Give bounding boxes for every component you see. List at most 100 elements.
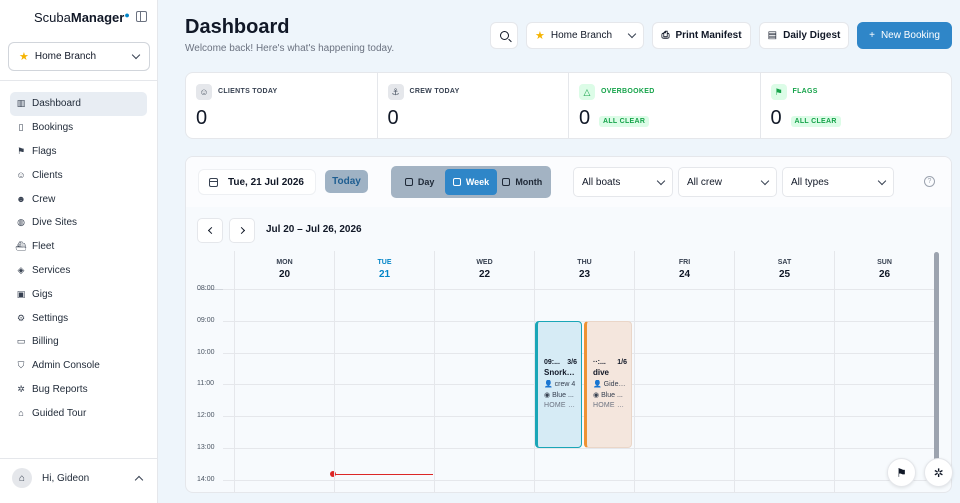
chevron-left-icon bbox=[207, 226, 215, 235]
chevron-down-icon bbox=[760, 176, 770, 185]
brand-logo[interactable]: ScubaManager● bbox=[34, 10, 130, 25]
sidebar-item-label: Clients bbox=[32, 169, 63, 181]
sidebar-collapse-icon[interactable] bbox=[136, 11, 147, 22]
view-day-button[interactable]: Day bbox=[394, 169, 445, 195]
sidebar-item-billing[interactable]: ▭ Billing bbox=[10, 330, 147, 354]
credit-card-icon: ▭ bbox=[16, 336, 26, 347]
divider bbox=[0, 458, 157, 459]
view-week-button[interactable]: Week bbox=[445, 169, 497, 195]
sidebar-item-fleet[interactable]: ⛴ Fleet bbox=[10, 235, 147, 259]
day-number: 24 bbox=[678, 269, 691, 280]
search-icon bbox=[499, 31, 509, 40]
day-header[interactable]: THU 23 bbox=[534, 251, 634, 289]
sidebar-item-label: Dive Sites bbox=[32, 217, 78, 229]
chart-icon: ▥ bbox=[16, 98, 26, 109]
hour-label: 13:00 bbox=[197, 444, 215, 451]
day-column[interactable] bbox=[634, 289, 734, 492]
week-range-label: Jul 20 – Jul 26, 2026 bbox=[266, 224, 362, 235]
sidebar-item-services[interactable]: ◈ Services bbox=[10, 259, 147, 283]
view-month-button[interactable]: Month bbox=[497, 169, 548, 195]
sidebar-item-bookings[interactable]: ▯ Bookings bbox=[10, 116, 147, 140]
bug-icon: ✲ bbox=[933, 465, 944, 480]
sidebar: ScubaManager● ★ Home Branch ▥ Dashboard ▯ B… bbox=[0, 0, 158, 503]
calendar-scrollbar[interactable] bbox=[934, 252, 939, 484]
event-branch: HOME B... bbox=[593, 402, 627, 409]
new-booking-button[interactable]: + New Booking bbox=[857, 22, 952, 49]
hour-line bbox=[223, 289, 937, 290]
stat-card-overbooked: △ OVERBOOKED 0 ALL CLEAR bbox=[569, 73, 761, 138]
header-branch-select[interactable]: ★ Home Branch bbox=[526, 22, 644, 49]
day-column[interactable] bbox=[534, 289, 634, 492]
prev-week-button[interactable] bbox=[197, 218, 223, 243]
flag-button[interactable]: ⚑ bbox=[887, 458, 916, 487]
help-icon[interactable]: ? bbox=[924, 176, 935, 187]
day-name: SAT bbox=[777, 259, 792, 266]
sidebar-item-bug-reports[interactable]: ✲ Bug Reports bbox=[10, 378, 147, 402]
hour-label: 12:00 bbox=[197, 412, 215, 420]
date-picker[interactable]: Tue, 21 Jul 2026 bbox=[198, 169, 316, 195]
sidebar-item-crew[interactable]: ☻ Crew bbox=[10, 187, 147, 211]
day-column[interactable] bbox=[834, 289, 934, 492]
day-number: 26 bbox=[878, 269, 891, 280]
daily-digest-button[interactable]: ▤ Daily Digest bbox=[759, 22, 849, 49]
hour-label: 11:00 bbox=[197, 380, 214, 388]
sidebar-item-label: Bug Reports bbox=[32, 383, 88, 395]
current-time-dot bbox=[330, 471, 336, 477]
search-button[interactable] bbox=[490, 22, 518, 49]
day-column[interactable] bbox=[434, 289, 534, 492]
event-capacity: 3/6 bbox=[567, 359, 577, 366]
sidebar-item-dive-sites[interactable]: ◍ Dive Sites bbox=[10, 211, 147, 235]
event-site: ◉ Blue ... bbox=[544, 392, 574, 399]
calendar-event[interactable]: 09:... 3/6 Snorke... 👤 crew 4 ◉ Blue ... HOME… bbox=[535, 321, 582, 448]
boats-filter[interactable]: All boats bbox=[573, 167, 673, 197]
event-header: ··:... 1/6 bbox=[593, 359, 627, 366]
calendar-panel: Tue, 21 Jul 2026 Today Day Week Month All … bbox=[185, 156, 952, 493]
sidebar-item-flags[interactable]: ⚑ Flags bbox=[10, 140, 147, 164]
event-title: Snorke... bbox=[544, 368, 577, 377]
user-icon: 👤 bbox=[544, 381, 555, 388]
calendar-event[interactable]: ··:... 1/6 dive 👤 Gideo... ◉ Blue ... HOME B.… bbox=[584, 321, 632, 448]
sidebar-item-clients[interactable]: ☺ Clients bbox=[10, 163, 147, 187]
calendar-icon bbox=[404, 178, 413, 186]
user-menu[interactable]: ⌂ Hi, Gideon bbox=[12, 468, 89, 488]
day-number: 23 bbox=[578, 269, 591, 280]
day-header[interactable]: MON 20 bbox=[234, 251, 334, 289]
star-icon: ★ bbox=[19, 51, 29, 63]
day-column[interactable] bbox=[334, 289, 434, 492]
sidebar-item-settings[interactable]: ⚙ Settings bbox=[10, 306, 147, 330]
today-button[interactable]: Today bbox=[325, 170, 368, 193]
warning-icon: △ bbox=[579, 84, 595, 100]
bug-icon: ✲ bbox=[17, 383, 25, 394]
day-column[interactable] bbox=[234, 289, 334, 492]
package-icon: ◈ bbox=[17, 264, 25, 275]
day-header[interactable]: SUN 26 bbox=[834, 251, 934, 289]
print-manifest-button[interactable]: ⎙ Print Manifest bbox=[652, 22, 751, 49]
bug-report-button[interactable]: ✲ bbox=[924, 458, 953, 487]
sidebar-branch-select[interactable]: ★ Home Branch bbox=[8, 42, 150, 71]
flag-icon: ⚑ bbox=[896, 465, 907, 480]
event-time: ··:... bbox=[593, 359, 606, 366]
calendar-icon bbox=[209, 177, 218, 187]
view-switcher: Day Week Month bbox=[391, 166, 551, 198]
day-column[interactable] bbox=[734, 289, 834, 492]
day-header[interactable]: FRI 24 bbox=[634, 251, 734, 289]
sidebar-branch-label: Home Branch bbox=[34, 51, 97, 62]
sidebar-item-guided-tour[interactable]: ⌂ Guided Tour bbox=[10, 401, 147, 425]
event-header: 09:... 3/6 bbox=[544, 359, 577, 366]
day-header[interactable]: WED 22 bbox=[434, 251, 534, 289]
day-header[interactable]: TUE 21 bbox=[334, 251, 434, 289]
next-week-button[interactable] bbox=[229, 218, 255, 243]
sidebar-item-label: Admin Console bbox=[32, 360, 100, 372]
sidebar-item-admin-console[interactable]: ⛉ Admin Console bbox=[10, 354, 147, 378]
hour-label: 10:00 bbox=[197, 348, 215, 356]
sidebar-item-label: Bookings bbox=[32, 122, 74, 134]
day-number: 20 bbox=[278, 269, 291, 280]
sidebar-item-dashboard[interactable]: ▥ Dashboard bbox=[10, 92, 147, 116]
sidebar-item-label: Fleet bbox=[32, 241, 55, 253]
chevron-up-icon[interactable] bbox=[134, 475, 144, 485]
flag-icon: ⚑ bbox=[16, 145, 26, 156]
sidebar-item-gigs[interactable]: ▣ Gigs bbox=[10, 282, 147, 306]
types-filter[interactable]: All types bbox=[782, 167, 894, 197]
day-header[interactable]: SAT 25 bbox=[734, 251, 834, 289]
crew-filter[interactable]: All crew bbox=[678, 167, 777, 197]
